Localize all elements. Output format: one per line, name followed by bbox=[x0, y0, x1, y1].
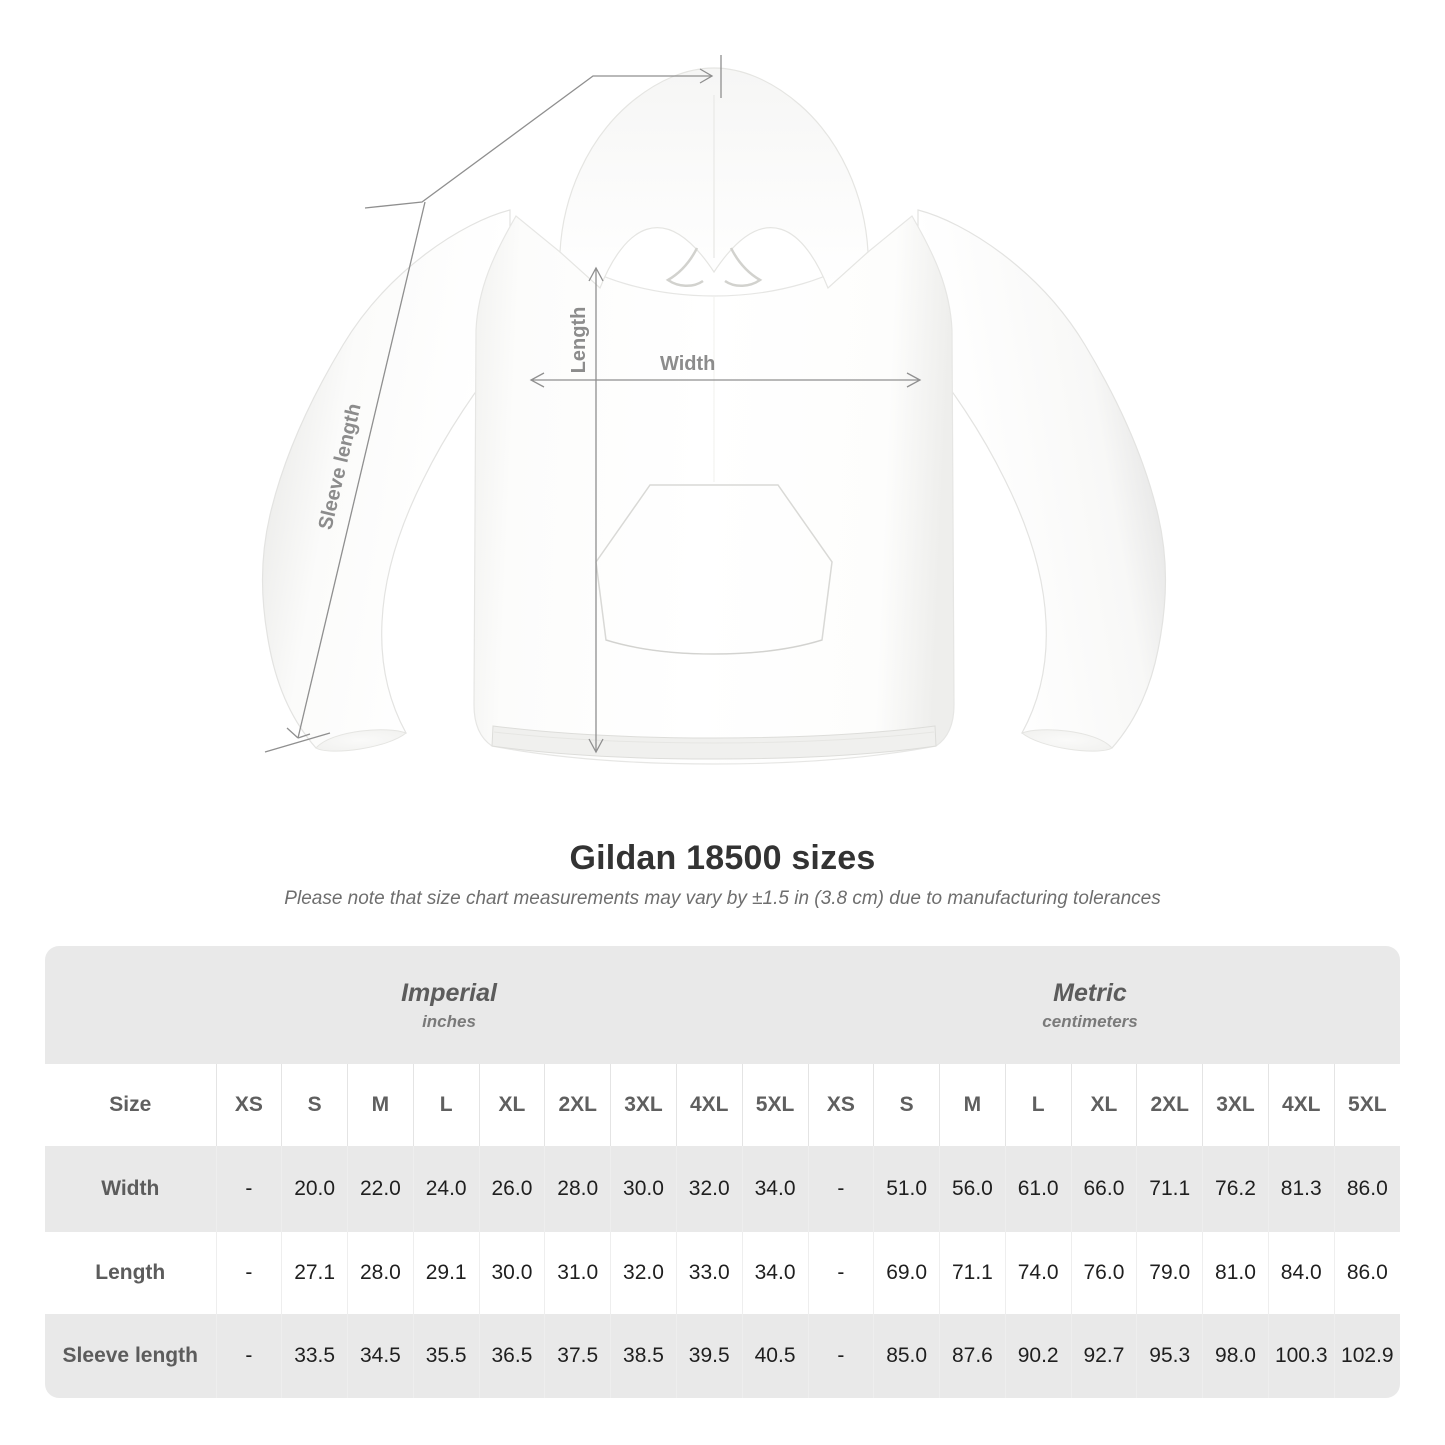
svg-text:Length: Length bbox=[568, 307, 590, 374]
svg-text:Width: Width bbox=[660, 353, 715, 375]
